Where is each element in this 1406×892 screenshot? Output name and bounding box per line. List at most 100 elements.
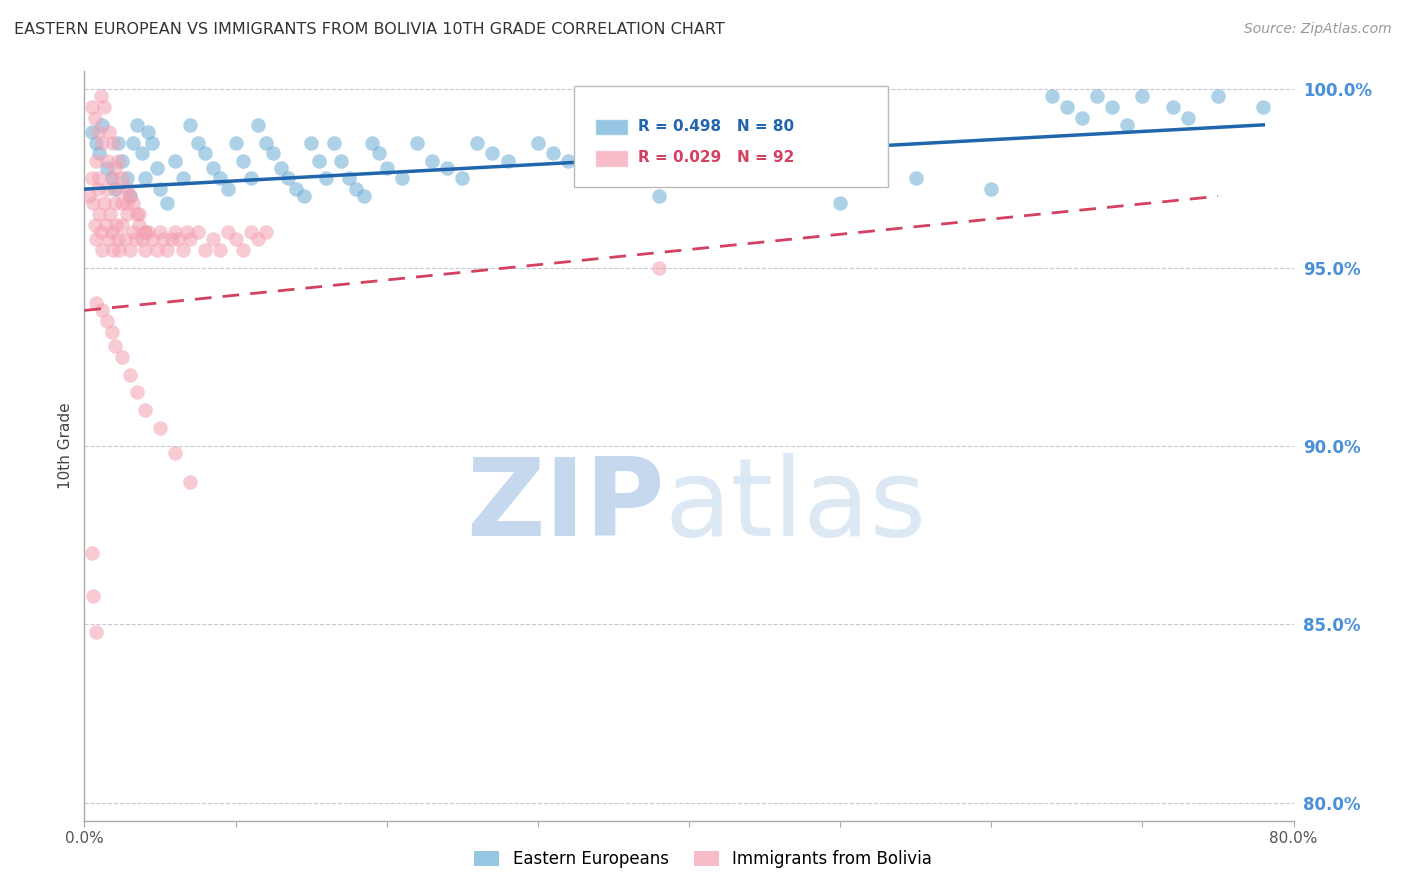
- Point: [141, 136, 163, 150]
- Point: [121, 196, 143, 211]
- Point: [232, 153, 254, 168]
- Point: [115, 196, 138, 211]
- Point: [270, 161, 292, 175]
- Point: [285, 182, 308, 196]
- Point: [97, 125, 120, 139]
- Point: [107, 136, 129, 150]
- Point: [96, 161, 118, 175]
- Point: [165, 153, 187, 168]
- Point: [980, 182, 1002, 196]
- Point: [97, 232, 120, 246]
- Point: [114, 232, 136, 246]
- Point: [115, 207, 138, 221]
- Point: [89, 207, 111, 221]
- Point: [86, 232, 108, 246]
- Point: [98, 207, 121, 221]
- Point: [118, 189, 141, 203]
- Point: [262, 146, 284, 161]
- Point: [105, 218, 128, 232]
- Point: [89, 146, 111, 161]
- Point: [156, 196, 179, 211]
- Point: [146, 243, 169, 257]
- Point: [90, 225, 112, 239]
- Point: [247, 118, 270, 132]
- Point: [94, 218, 117, 232]
- Point: [152, 232, 174, 246]
- Point: [217, 225, 239, 239]
- Point: [754, 153, 776, 168]
- Point: [172, 243, 194, 257]
- Point: [104, 196, 127, 211]
- Point: [481, 146, 503, 161]
- Point: [179, 118, 201, 132]
- Point: [156, 243, 179, 257]
- Point: [80, 171, 103, 186]
- Point: [904, 171, 927, 186]
- Point: [292, 189, 315, 203]
- Point: [254, 136, 277, 150]
- Point: [111, 196, 134, 211]
- Point: [467, 136, 489, 150]
- Point: [299, 136, 322, 150]
- Point: [209, 243, 232, 257]
- Point: [172, 171, 194, 186]
- Point: [1253, 100, 1275, 114]
- Point: [406, 136, 429, 150]
- Point: [115, 171, 138, 186]
- Point: [118, 368, 141, 382]
- Point: [91, 118, 114, 132]
- Point: [254, 225, 277, 239]
- Point: [86, 153, 108, 168]
- Point: [209, 171, 232, 186]
- Point: [134, 403, 156, 417]
- Point: [277, 171, 299, 186]
- FancyBboxPatch shape: [595, 150, 628, 167]
- Point: [80, 100, 103, 114]
- Point: [91, 243, 114, 257]
- Point: [165, 446, 187, 460]
- Point: [107, 182, 129, 196]
- Point: [87, 182, 110, 196]
- Point: [100, 325, 122, 339]
- Point: [93, 196, 115, 211]
- Point: [146, 161, 169, 175]
- Point: [648, 189, 671, 203]
- Point: [436, 161, 458, 175]
- Point: [391, 171, 413, 186]
- Point: [101, 243, 124, 257]
- Point: [141, 232, 163, 246]
- Point: [1071, 111, 1094, 125]
- Point: [527, 136, 550, 150]
- Text: EASTERN EUROPEAN VS IMMIGRANTS FROM BOLIVIA 10TH GRADE CORRELATION CHART: EASTERN EUROPEAN VS IMMIGRANTS FROM BOLI…: [14, 22, 725, 37]
- Point: [315, 171, 337, 186]
- Point: [557, 153, 579, 168]
- Point: [194, 243, 217, 257]
- Point: [91, 303, 114, 318]
- Point: [160, 232, 183, 246]
- Point: [588, 136, 610, 150]
- Point: [91, 136, 114, 150]
- Point: [82, 196, 104, 211]
- Point: [149, 421, 172, 435]
- Point: [80, 546, 103, 560]
- Point: [541, 146, 564, 161]
- Point: [118, 189, 141, 203]
- Point: [87, 125, 110, 139]
- Point: [247, 232, 270, 246]
- Point: [93, 100, 115, 114]
- Point: [89, 171, 111, 186]
- Point: [96, 153, 118, 168]
- Point: [201, 161, 224, 175]
- Point: [1040, 89, 1063, 103]
- Point: [179, 232, 201, 246]
- Point: [77, 189, 100, 203]
- Point: [239, 225, 262, 239]
- Point: [225, 232, 247, 246]
- Point: [128, 218, 150, 232]
- Point: [572, 171, 595, 186]
- Point: [830, 196, 852, 211]
- Point: [111, 153, 134, 168]
- Point: [187, 136, 209, 150]
- Point: [96, 182, 118, 196]
- Point: [90, 89, 112, 103]
